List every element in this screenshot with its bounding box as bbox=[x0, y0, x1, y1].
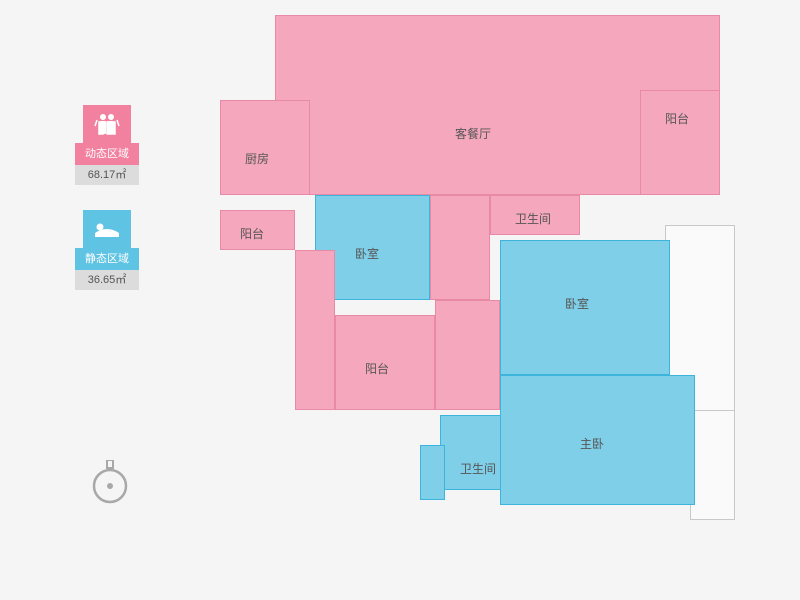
room-label-living: 客餐厅 bbox=[455, 125, 491, 142]
room-kitchen bbox=[220, 100, 310, 195]
legend-static-value: 36.65㎡ bbox=[75, 270, 139, 290]
room-label-balcony2: 阳台 bbox=[240, 225, 264, 242]
legend-static-label: 静态区域 bbox=[75, 248, 139, 270]
room-corridor2 bbox=[295, 250, 335, 410]
room-label-master: 主卧 bbox=[580, 435, 604, 452]
legend-dynamic-label: 动态区域 bbox=[75, 143, 139, 165]
room-label-bedroom1: 卧室 bbox=[355, 245, 379, 262]
room-label-bath2: 卫生间 bbox=[460, 460, 496, 477]
room-label-bedroom2: 卧室 bbox=[565, 295, 589, 312]
room-corridor3 bbox=[435, 300, 500, 410]
zone-legend: 动态区域 68.17㎡ 静态区域 36.65㎡ bbox=[75, 105, 139, 315]
sleep-icon bbox=[83, 210, 131, 248]
floorplan: 客餐厅阳台厨房阳台卧室卫生间阳台卧室卫生间主卧 bbox=[195, 15, 785, 585]
room-label-bath1: 卫生间 bbox=[515, 210, 551, 227]
room-label-kitchen: 厨房 bbox=[245, 150, 269, 167]
room-label-balcony3: 阳台 bbox=[365, 360, 389, 377]
room-bath2ext bbox=[420, 445, 445, 500]
outline-1 bbox=[690, 410, 735, 520]
legend-dynamic: 动态区域 68.17㎡ bbox=[75, 105, 139, 185]
compass-icon bbox=[90, 460, 130, 500]
room-corridor1 bbox=[430, 195, 490, 300]
room-balcony1 bbox=[640, 90, 720, 195]
legend-static: 静态区域 36.65㎡ bbox=[75, 210, 139, 290]
room-label-balcony1: 阳台 bbox=[665, 110, 689, 127]
legend-dynamic-value: 68.17㎡ bbox=[75, 165, 139, 185]
people-icon bbox=[83, 105, 131, 143]
